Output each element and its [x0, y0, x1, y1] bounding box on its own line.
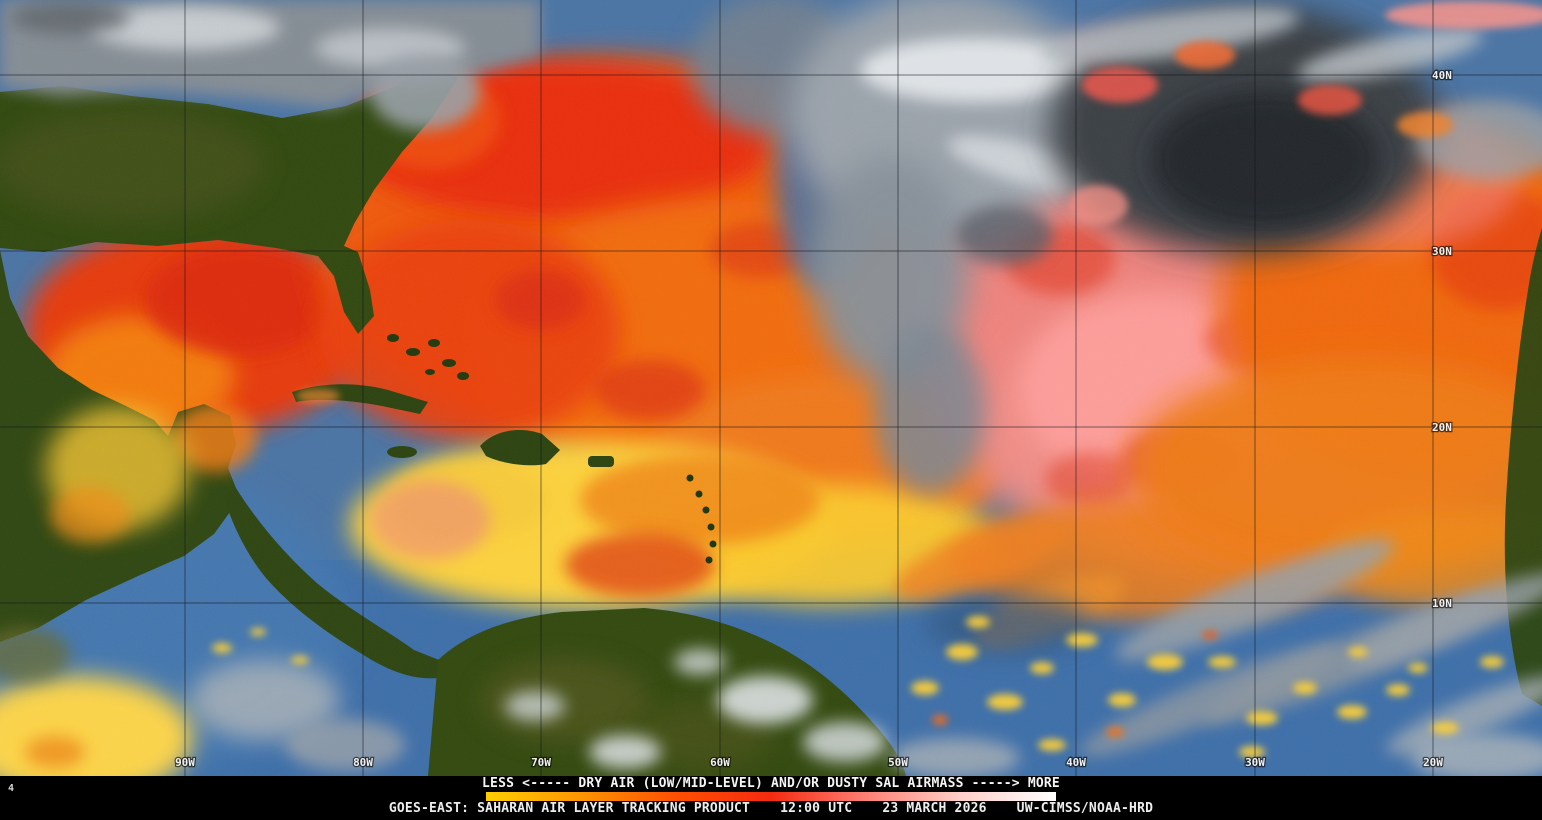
imagery-noise-texture: [0, 0, 1542, 776]
lon-label-60w: 60W: [710, 756, 730, 769]
grid-overlay: [0, 0, 1542, 776]
lon-label-80w: 80W: [353, 756, 373, 769]
footer-caption: GOES-EAST: SAHARAN AIR LAYER TRACKING PR…: [0, 802, 1542, 816]
lon-label-30w: 30W: [1245, 756, 1265, 769]
valid-date: 23 MARCH 2026: [882, 801, 987, 816]
lat-label-30n: 30N: [1432, 245, 1452, 258]
lon-label-20w: 20W: [1423, 756, 1443, 769]
lon-label-70w: 70W: [531, 756, 551, 769]
frame-number: 4: [8, 783, 15, 794]
lon-label-40w: 40W: [1066, 756, 1086, 769]
lat-label-20n: 20N: [1432, 421, 1452, 434]
map-svg: 90W 80W 70W 60W 50W 40W 30W 20W 40N 30N …: [0, 0, 1542, 776]
satellite-map: 90W 80W 70W 60W 50W 40W 30W 20W 40N 30N …: [0, 0, 1542, 776]
lon-label-50w: 50W: [888, 756, 908, 769]
credit: UW-CIMSS/NOAA-HRD: [1016, 801, 1154, 816]
valid-time: 12:00 UTC: [780, 801, 853, 816]
lat-label-10n: 10N: [1432, 597, 1452, 610]
lon-label-90w: 90W: [175, 756, 195, 769]
lat-label-40n: 40N: [1432, 69, 1452, 82]
product-title: GOES-EAST: SAHARAN AIR LAYER TRACKING PR…: [388, 801, 751, 816]
grid-labels: 90W 80W 70W 60W 50W 40W 30W 20W 40N 30N …: [174, 68, 1453, 771]
bottom-panel: 4 LESS <----- DRY AIR (LOW/MID-LEVEL) AN…: [0, 776, 1542, 820]
legend-gradient-bar: [486, 792, 1056, 801]
legend-label: LESS <----- DRY AIR (LOW/MID-LEVEL) AND/…: [482, 776, 1060, 791]
